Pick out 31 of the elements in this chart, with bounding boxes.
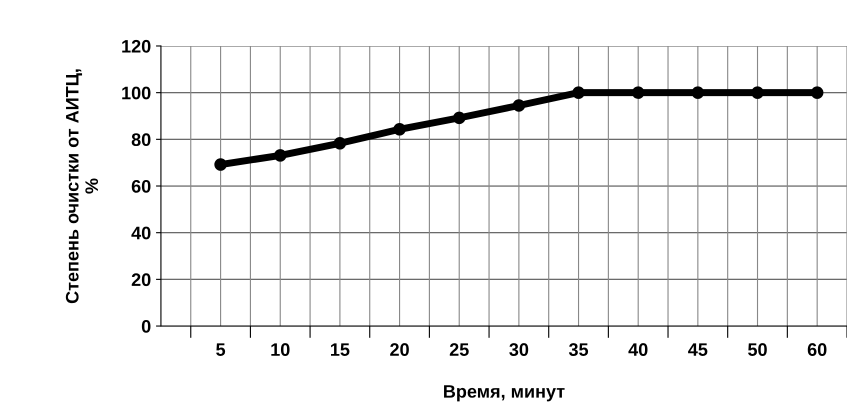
y-tick-label: 20 [132, 273, 150, 286]
point [692, 86, 704, 99]
point [512, 99, 526, 112]
x-tick-label: 15 [331, 343, 350, 356]
y-tick-label: 120 [122, 40, 150, 53]
point [393, 123, 406, 136]
point [751, 86, 764, 99]
point [572, 86, 585, 99]
x-tick-label: 25 [450, 343, 469, 356]
y-tick-label: 60 [132, 180, 150, 193]
point [214, 158, 227, 171]
point [274, 149, 286, 162]
y-tick-label: 80 [132, 133, 150, 146]
x-tick-label: 10 [271, 343, 290, 356]
point [334, 137, 346, 150]
y-axis-title: Степень очистки от АИТЦ, % [66, 69, 98, 304]
x-tick-label: 50 [748, 343, 767, 356]
point [632, 86, 644, 99]
x-tick-label: 5 [216, 343, 226, 356]
x-tick-label: 45 [688, 343, 708, 356]
y-tick-label: 100 [122, 86, 150, 100]
x-tick-label: 20 [390, 343, 409, 356]
point [452, 112, 466, 124]
x-tick-label: 35 [568, 343, 588, 356]
point [810, 86, 824, 99]
y-tick-label: 40 [131, 226, 150, 240]
x-tick-label: 60 [808, 343, 826, 356]
x-tick-label: 40 [628, 343, 648, 356]
x-tick-label: 30 [509, 343, 528, 356]
y-tick-label: 0 [142, 320, 150, 333]
x-axis-title: Время, минут [444, 385, 565, 402]
